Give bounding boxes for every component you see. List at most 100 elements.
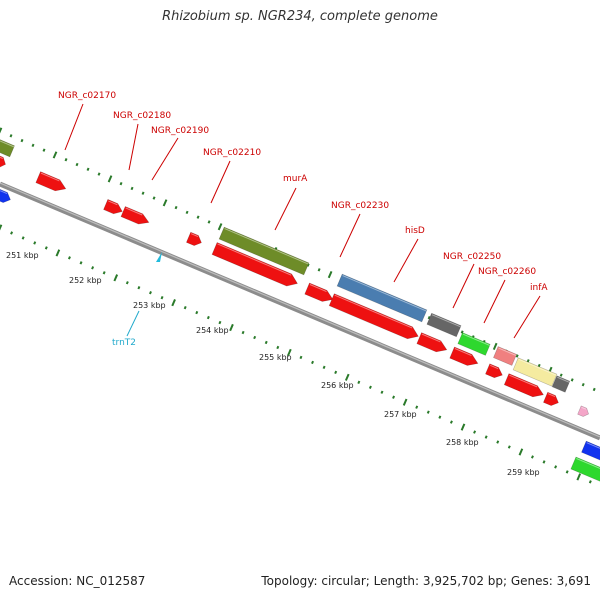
outer-ring-tick <box>97 172 101 176</box>
genome-backbone-highlight <box>0 182 600 438</box>
outer-ring-tick <box>592 387 596 392</box>
callout-line <box>126 310 140 337</box>
outer-ring-tick <box>207 220 211 224</box>
inner-ring-tick <box>0 224 3 231</box>
cds-arrow-highlight <box>547 393 556 398</box>
outer-ring-tick <box>327 270 333 279</box>
misc-feature-shape <box>426 312 462 338</box>
outer-ring-tick <box>9 134 13 138</box>
inner-ring-tick <box>264 340 268 345</box>
callout-line <box>151 137 179 181</box>
cds-arrow-shape <box>328 293 419 340</box>
inner-ring-tick <box>380 390 384 394</box>
genome-backbone <box>0 181 600 441</box>
cds-arrow-highlight <box>217 243 292 276</box>
feature-label[interactable]: NGR_c02260 <box>478 267 536 277</box>
inner-ring-tick <box>206 315 210 320</box>
cds-arrow <box>120 206 150 225</box>
cds-arrow-shape <box>211 242 298 287</box>
accession-text: Accession: NC_012587 <box>9 574 146 588</box>
feature-label[interactable]: murA <box>283 174 308 184</box>
callout-line <box>210 160 231 204</box>
blue-feature-highlight <box>586 442 600 452</box>
feature-label[interactable]: NGR_c02210 <box>203 148 261 158</box>
inner-ring-tick <box>507 445 511 449</box>
cds-arrow <box>328 293 419 340</box>
misc-feature-shape <box>551 375 571 393</box>
outer-ring-tick <box>217 223 223 231</box>
feature-label[interactable]: hisD <box>405 226 425 236</box>
cds-arrow <box>304 282 334 302</box>
scale-tick-label: 251 kbp <box>6 251 39 260</box>
outer-ring-tick <box>0 127 3 134</box>
feature-track <box>0 136 600 484</box>
feature-label[interactable]: NGR_c02250 <box>443 252 501 262</box>
outer-ring-tick <box>317 268 321 272</box>
inner-ring-tick <box>576 473 582 481</box>
outer-ring-tick <box>460 330 464 334</box>
inner-ring-tick <box>334 370 338 375</box>
outer-ring-tick <box>31 143 35 148</box>
callout-line <box>339 213 361 258</box>
feature-label[interactable]: trnT2 <box>112 338 136 348</box>
feature-label[interactable]: NGR_c02180 <box>113 111 171 121</box>
gene-block-highlight <box>224 228 309 265</box>
misc-feature <box>336 273 428 323</box>
cds-arrow <box>416 332 448 353</box>
inner-ring-tick <box>10 231 14 235</box>
scale-tick-label: 257 kbp <box>384 410 417 419</box>
feature-labels: NGR_c02170 NGR_c02180 NGR_c02190 NGR_c02… <box>58 91 548 348</box>
inner-dotted-ring <box>0 224 592 484</box>
inner-ring-tick <box>102 271 106 275</box>
callout-line <box>452 263 475 309</box>
inner-ring-tick <box>357 380 361 384</box>
cds-arrow-highlight <box>0 155 3 159</box>
cds-arrow <box>0 154 6 168</box>
outer-ring-tick <box>306 263 310 267</box>
misc-feature-shape <box>336 273 428 323</box>
feature-label[interactable]: NGR_c02190 <box>151 126 209 136</box>
feature-label[interactable]: NGR_c02230 <box>331 201 389 211</box>
inner-ring-tick <box>67 256 71 260</box>
feature-label[interactable]: infA <box>530 283 548 293</box>
inner-ring-tick <box>183 305 187 310</box>
pink-feature-shape <box>577 405 589 417</box>
cds-arrow-highlight <box>490 364 499 370</box>
inner-ring-tick <box>299 355 303 360</box>
inner-ring-tick <box>276 345 280 350</box>
outer-ring-tick <box>581 383 585 387</box>
outer-ring-tick <box>130 186 134 191</box>
cds-arrow-shape <box>449 346 479 366</box>
cds-arrow <box>35 171 67 192</box>
pink-feature <box>577 405 589 417</box>
cds-arrow-shape <box>120 206 150 225</box>
scale-tick-label: 253 kbp <box>133 301 166 310</box>
feature-label[interactable]: NGR_c02170 <box>58 91 116 101</box>
scale-tick-label: 259 kbp <box>507 468 540 477</box>
inner-ring-tick <box>438 415 442 419</box>
outer-ring-tick <box>185 210 189 215</box>
gene-block <box>218 226 310 276</box>
misc-feature-highlight <box>557 376 570 383</box>
cds-arrow <box>211 242 298 287</box>
outer-ring-tick <box>174 205 178 210</box>
cds-arrow-highlight <box>190 233 199 238</box>
misc-feature <box>570 456 600 484</box>
outer-ring-tick <box>119 181 123 186</box>
inner-ring-tick <box>229 323 234 332</box>
inner-ring-tick <box>415 405 419 409</box>
gene-block <box>0 136 15 158</box>
inner-ring-tick <box>137 286 141 290</box>
misc-feature <box>512 357 558 387</box>
outer-ring-tick <box>64 158 68 162</box>
inner-ring-tick <box>241 330 245 335</box>
outer-ring-tick <box>141 191 145 195</box>
blue-feature-shape <box>0 188 11 203</box>
cds-arrow-highlight <box>309 284 327 292</box>
inner-ring-tick <box>449 420 453 424</box>
cds-arrow-highlight <box>454 348 472 356</box>
inner-ring-tick <box>91 266 95 270</box>
inner-ring-tick <box>426 410 430 414</box>
blue-feature <box>581 440 600 462</box>
